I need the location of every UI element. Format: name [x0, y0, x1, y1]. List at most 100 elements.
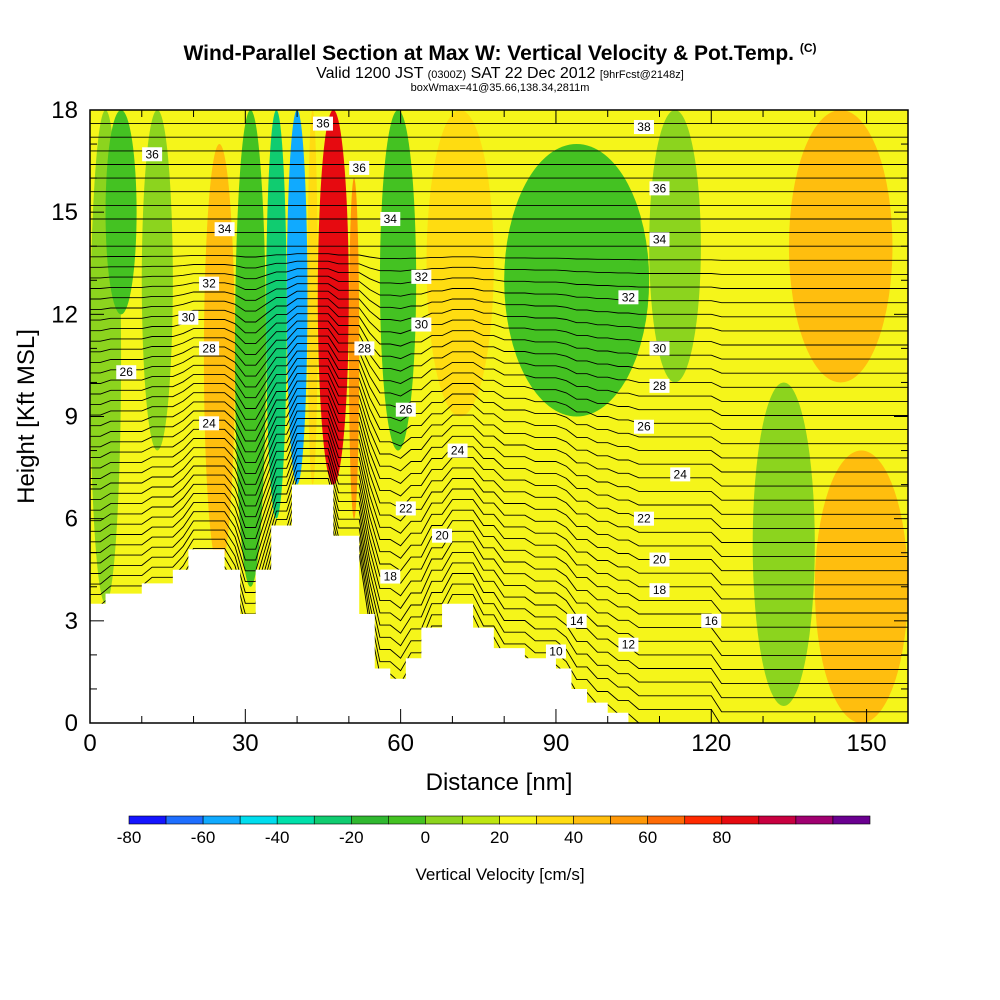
contour-label-bg-21 [447, 443, 468, 458]
velocity-region-9 [317, 110, 349, 485]
contour-label-30: 14 [570, 614, 584, 628]
contour-label-11: 30 [182, 311, 196, 325]
velocity-region-16 [814, 450, 908, 723]
contour-label-5: 34 [218, 222, 232, 236]
contour-label-12: 30 [415, 318, 429, 332]
y-tick-label-1: 3 [65, 608, 78, 635]
contour-label-bg-32 [545, 644, 566, 659]
contour-label-bg-10 [618, 290, 639, 305]
theta-contour-10 [90, 433, 908, 600]
contour-label-6: 34 [384, 212, 398, 226]
colorbar-label-4: 0 [421, 828, 430, 847]
colorbar-swatch-15 [684, 815, 723, 825]
contour-label-bg-5 [214, 222, 235, 237]
contour-label-2: 36 [353, 161, 367, 175]
contour-label-bg-3 [649, 181, 670, 196]
contour-label-bg-6 [380, 211, 401, 226]
y-tick-label-3: 9 [65, 404, 78, 431]
colorbar-swatch-3 [239, 815, 278, 825]
x-tick-label-2: 60 [387, 730, 414, 757]
contour-label-bg-20 [199, 416, 220, 431]
theta-contour-17 [90, 380, 908, 501]
colorbar-label-6: 40 [564, 828, 583, 847]
contour-label-16: 28 [653, 379, 667, 393]
contour-label-bg-14 [199, 341, 220, 356]
colorbar-swatch-7 [388, 815, 426, 825]
contour-label-21: 24 [451, 444, 465, 458]
contour-label-7: 34 [653, 232, 667, 246]
theta-contour-12 [90, 418, 908, 572]
theta-contour-25 [90, 320, 908, 388]
colorbar-swatch-5 [313, 815, 352, 825]
contour-label-19: 26 [637, 420, 651, 434]
box-info: boxWmax=41@35.66,138.34,2811m [410, 82, 590, 94]
contour-label-bg-11 [178, 310, 199, 325]
contour-label-14: 28 [202, 341, 216, 355]
contour-label-1: 36 [316, 117, 330, 131]
theta-contour-30 [90, 283, 908, 318]
contour-label-10: 32 [622, 290, 636, 304]
x-tick-label-0: 0 [83, 730, 96, 757]
colorbar-swatch-4 [276, 815, 315, 825]
theta-contour-34 [90, 253, 908, 261]
colorbar-label-1: -60 [191, 828, 216, 847]
contour-label-28: 18 [653, 583, 667, 597]
forecast-info: [9hrFcst@2148z] [599, 69, 684, 81]
contour-label-9: 32 [415, 270, 429, 284]
contour-label-27: 18 [384, 570, 398, 584]
theta-contour-6 [90, 463, 908, 656]
colorbar-swatch-11 [536, 815, 574, 825]
theta-contour-23 [90, 335, 908, 416]
contour-label-bg-9 [411, 269, 432, 284]
contour-label-bg-15 [354, 341, 375, 356]
contour-label-26: 20 [653, 553, 667, 567]
contour-label-bg-23 [395, 501, 416, 516]
colorbar-swatch-6 [350, 815, 389, 825]
theta-contour-22 [90, 343, 908, 431]
theta-contour-3 [90, 485, 908, 699]
velocity-region-1 [105, 110, 137, 315]
colorbar-swatch-18 [795, 815, 834, 825]
theta-contour-8 [90, 448, 908, 628]
theta-contour-28 [90, 298, 908, 346]
copyright-mark: (C) [799, 41, 817, 55]
theta-contour-20 [90, 358, 908, 459]
colorbar-label-5: 20 [490, 828, 509, 847]
theta-contour-26 [90, 313, 908, 374]
theta-contour-4 [90, 478, 908, 685]
theta-contour-13 [90, 410, 908, 558]
theta-contour-24 [90, 328, 908, 402]
velocity-region-7 [286, 110, 308, 485]
chart-title: Wind-Parallel Section at Max W: Vertical… [0, 36, 1000, 66]
contour-label-bg-12 [411, 317, 432, 332]
contour-label-bg-27 [380, 569, 401, 584]
chart-subtitle: Valid 1200 JST (0300Z) SAT 22 Dec 2012 [… [0, 66, 1000, 83]
theta-contour-27 [90, 305, 908, 360]
contour-label-31: 12 [622, 638, 636, 652]
contour-label-bg-8 [199, 276, 220, 291]
theta-contour-14 [90, 403, 908, 543]
contour-label-bg-24 [633, 511, 654, 526]
valid-time-utc: (0300Z) [427, 69, 467, 81]
colorbar-swatch-14 [647, 815, 686, 825]
contour-label-18: 26 [399, 403, 413, 417]
theta-contour-2 [90, 493, 908, 713]
y-axis-title: Height [Kft MSL] [13, 329, 40, 504]
contour-label-13: 30 [653, 341, 667, 355]
theta-contour-15 [90, 395, 908, 529]
colorbar-label-2: -40 [265, 828, 290, 847]
contour-label-15: 28 [358, 341, 372, 355]
contour-label-17: 26 [120, 365, 134, 379]
colorbar-label-8: 80 [712, 828, 731, 847]
contour-label-bg-7 [649, 232, 670, 247]
terrain-profile [90, 484, 908, 723]
colorbar-swatch-2 [202, 815, 241, 825]
velocity-region-10 [348, 178, 360, 519]
theta-contour-29 [90, 290, 908, 332]
contour-label-bg-26 [649, 552, 670, 567]
colorbar-label-3: -20 [339, 828, 364, 847]
plot-area: 36 36 36 36 38 34 34 34 32 32 32 30 30 30 28 28 28 26 26 26… [90, 110, 908, 723]
colorbar-swatch-19 [832, 815, 871, 825]
velocity-region-11 [379, 110, 417, 451]
colorbar-title: Vertical Velocity [cm/s] [415, 865, 584, 884]
